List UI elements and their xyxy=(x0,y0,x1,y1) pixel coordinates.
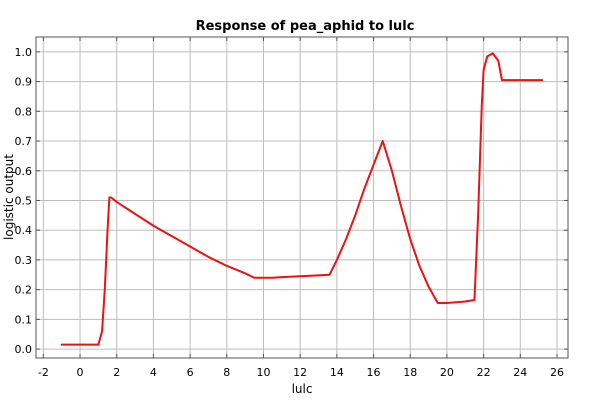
y-tick-label: 0.5 xyxy=(15,194,33,207)
y-tick-label: 0.8 xyxy=(15,105,33,118)
series-layer xyxy=(60,52,544,346)
x-axis-label: lulc xyxy=(292,382,313,396)
y-tick-label: 0.1 xyxy=(15,313,33,326)
x-tick-label: 18 xyxy=(403,366,417,379)
x-tick-label: 4 xyxy=(150,366,157,379)
y-tick-label: 0.6 xyxy=(15,165,33,178)
x-tick-label: 16 xyxy=(367,366,381,379)
x-tick-label: 8 xyxy=(223,366,230,379)
chart-title: Response of pea_aphid to lulc xyxy=(196,19,415,34)
y-tick-label: 0.0 xyxy=(15,343,33,356)
x-tick-label: 26 xyxy=(550,366,564,379)
y-tick-label: 0.2 xyxy=(15,284,33,297)
x-tick-label: 14 xyxy=(330,366,344,379)
y-tick-label: 0.3 xyxy=(15,254,33,267)
y-tick-label: 0.4 xyxy=(15,224,33,237)
y-tick-label: 0.7 xyxy=(15,135,33,148)
x-tick-label: -2 xyxy=(38,366,49,379)
ticks: -2 0 2 4 6 8 10 12 14 16 18 20 22 24 260.00.10.20.30.4… xyxy=(15,37,568,379)
x-tick-label: 22 xyxy=(477,366,491,379)
x-tick-label: 0 xyxy=(77,366,84,379)
x-tick-label: 6 xyxy=(187,366,194,379)
grid xyxy=(36,37,568,358)
x-tick-label: 24 xyxy=(513,366,527,379)
x-tick-label: 10 xyxy=(256,366,270,379)
x-tick-label: 12 xyxy=(293,366,307,379)
x-tick-label: 2 xyxy=(113,366,120,379)
plot-frame xyxy=(35,36,569,359)
response-curve-line xyxy=(60,52,544,346)
y-tick-label: 0.9 xyxy=(15,76,33,89)
x-tick-label: 20 xyxy=(440,366,454,379)
y-axis-label: logistic output xyxy=(2,154,16,240)
y-tick-label: 1.0 xyxy=(15,46,33,59)
